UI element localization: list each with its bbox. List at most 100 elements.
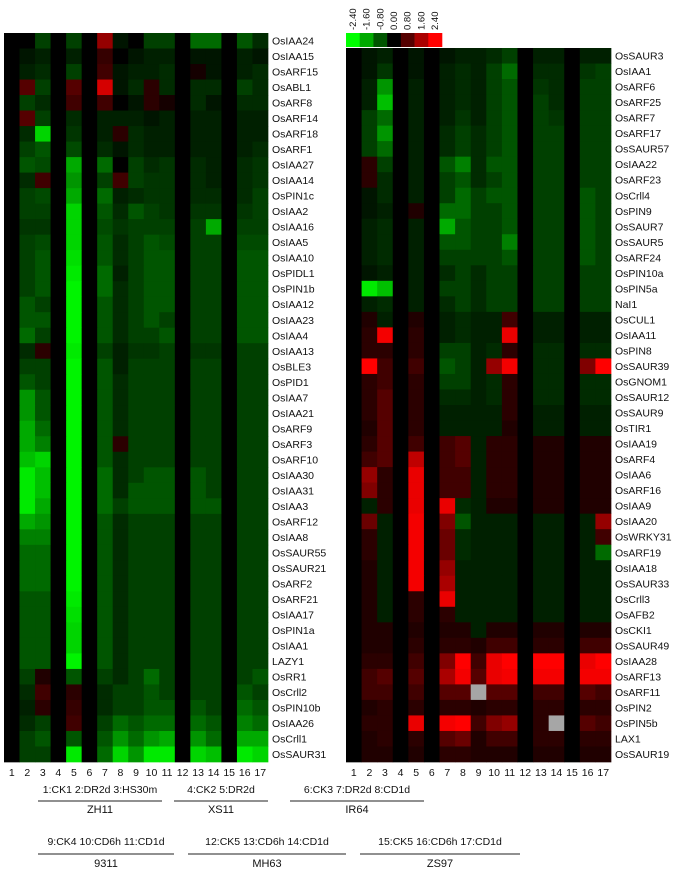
left-cell-OsARF15-col10: [143, 64, 160, 80]
left-cell-OsARF14-col4: [50, 110, 67, 127]
right-cell-OsPIN5b-col10: [486, 715, 503, 732]
left-cell-OsARF2-col16: [236, 575, 253, 592]
right-cell-OsIAA6-col1: [346, 467, 362, 483]
right-cell-OsARF24-col9: [470, 249, 487, 266]
right-cell-OsSAUR7-col1: [346, 218, 362, 235]
left-cell-OsIAA31-col5: [66, 482, 82, 499]
right-cell-OsARF7-col14: [548, 110, 565, 126]
right-cell-OsIAA9-col12: [517, 498, 534, 514]
right-cell-LAX1-col10: [486, 730, 503, 747]
right-cell-OsAFB2-col13: [533, 606, 549, 623]
right-cell-OsIAA20-col13: [533, 513, 549, 530]
right-cell-OsIAA28-col11: [501, 653, 518, 670]
left-cell-OsPIN1a-col13: [190, 622, 207, 639]
left-cell-OsARF10-col17: [252, 451, 269, 468]
left-cell-OsPIN1c-col8: [112, 188, 129, 204]
left-cell-OsARF10-col1: [4, 451, 20, 468]
left-cell-OsARF2-col2: [19, 575, 36, 592]
right-cell-OsARF23-col11: [501, 172, 518, 189]
right-cell-OsCrll3-col11: [501, 591, 518, 608]
left-cell-OsBLE3-col17: [252, 358, 269, 375]
left-column-label-1: 1: [9, 767, 15, 779]
right-cell-OsARF19-col15: [564, 544, 581, 561]
left-cell-OsARF12-col4: [50, 513, 67, 530]
left-cell-OsPIN1c-col7: [97, 188, 114, 204]
right-cell-OsCUL1-col7: [439, 311, 456, 328]
left-cell-OsPIN10b-col8: [112, 699, 129, 716]
left-column-label-10: 10: [146, 767, 158, 779]
left-cell-OsARF3-col13: [190, 436, 207, 453]
left-cell-OsIAA23-col9: [128, 312, 145, 329]
left-cell-OsCrll1-col6: [81, 730, 98, 747]
right-cell-OsSAUR5-col17: [595, 234, 612, 251]
right-cell-OsCrll3-col4: [392, 591, 409, 608]
right-cell-OsARF16-col12: [517, 482, 534, 499]
left-cell-OsIAA1-col11: [159, 637, 176, 654]
right-cell-OsSAUR12-col6: [423, 389, 440, 406]
left-cell-OsPIN1b-col5: [66, 281, 82, 298]
right-cell-NaI1-col17: [595, 296, 612, 313]
left-cell-OsIAA12-col15: [221, 296, 238, 313]
left-cell-OsARF3-col2: [19, 436, 36, 453]
left-cell-OsIAA4-col17: [252, 327, 269, 344]
left-cell-OsCrll2-col6: [81, 684, 98, 701]
legend-row2-zs97-columns: 15:CK5 16:CD6h 17:CD1d: [378, 836, 502, 848]
left-cell-OsCrll1-col14: [205, 730, 222, 747]
right-row-label-OsARF25: OsARF25: [615, 97, 661, 109]
right-cell-OsWRKY31-col10: [486, 529, 503, 546]
left-cell-OsARF10-col10: [143, 451, 160, 468]
right-cell-OsSAUR3-col4: [392, 48, 409, 64]
left-cell-OsARF2-col17: [252, 575, 269, 592]
left-cell-OsIAA16-col14: [205, 219, 222, 235]
left-cell-OsCrll1-col1: [4, 730, 20, 747]
right-cell-OsARF19-col7: [439, 544, 456, 561]
left-cell-OsPIN1a-col15: [221, 622, 238, 639]
right-cell-OsIAA20-col8: [455, 513, 472, 530]
left-cell-OsARF21-col11: [159, 591, 176, 608]
right-cell-OsARF19-col17: [595, 544, 612, 561]
right-cell-OsPIN2-col17: [595, 699, 612, 716]
right-cell-OsARF7-col12: [517, 110, 534, 126]
left-cell-OsARF15-col15: [221, 64, 238, 80]
left-cell-OsIAA1-col16: [236, 637, 253, 654]
left-cell-OsABL1-col15: [221, 79, 238, 96]
right-cell-OsIAA28-col3: [377, 653, 394, 670]
left-cell-OsIAA4-col15: [221, 327, 238, 344]
left-cell-OsARF12-col7: [97, 513, 114, 530]
left-cell-OsIAA24-col2: [19, 33, 36, 49]
legend-row1-ir64-columns: 6:CK3 7:DR2d 8:CD1d: [303, 784, 411, 796]
left-cell-OsIAA21-col6: [81, 405, 98, 422]
left-cell-OsIAA12-col4: [50, 296, 67, 313]
left-cell-OsIAA7-col12: [174, 389, 191, 406]
right-cell-OsIAA20-col16: [579, 513, 596, 530]
right-cell-OsWRKY31-col12: [517, 529, 534, 546]
right-cell-OsCrll4-col12: [517, 187, 534, 204]
left-cell-OsIAA23-col6: [81, 312, 98, 329]
right-cell-OsPIN5b-col8: [455, 715, 472, 732]
left-cell-LAZY1-col17: [252, 653, 269, 670]
left-cell-OsARF18-col7: [97, 126, 114, 142]
left-cell-OsARF10-col15: [221, 451, 238, 468]
right-cell-OsCKI1-col5: [408, 622, 425, 639]
left-cell-OsARF14-col11: [159, 110, 176, 127]
left-row-label-OsIAA21: OsIAA21: [272, 408, 314, 420]
left-cell-OsARF2-col7: [97, 575, 114, 592]
right-cell-OsIAA22-col16: [579, 156, 596, 173]
right-cell-OsSAUR9-col6: [423, 405, 440, 421]
left-cell-OsIAA13-col4: [50, 343, 67, 360]
right-cell-OsIAA28-col2: [361, 653, 378, 670]
left-cell-OsIAA14-col16: [236, 172, 253, 189]
left-cell-OsBLE3-col5: [66, 358, 82, 375]
right-cell-OsCKI1-col6: [423, 622, 440, 639]
right-cell-OsPIN9-col6: [423, 203, 440, 220]
left-cell-OsARF12-col13: [190, 513, 207, 530]
right-cell-OsTIR1-col15: [564, 420, 581, 437]
left-cell-OsSAUR55-col1: [4, 544, 20, 561]
right-cell-OsTIR1-col6: [423, 420, 440, 437]
left-cell-OsIAA13-col10: [143, 343, 160, 360]
right-cell-OsARF19-col5: [408, 544, 425, 561]
left-cell-OsIAA30-col3: [35, 467, 51, 484]
left-cell-OsARF21-col12: [174, 591, 191, 608]
right-cell-OsARF13-col17: [595, 668, 612, 685]
left-cell-OsIAA23-col2: [19, 312, 36, 329]
